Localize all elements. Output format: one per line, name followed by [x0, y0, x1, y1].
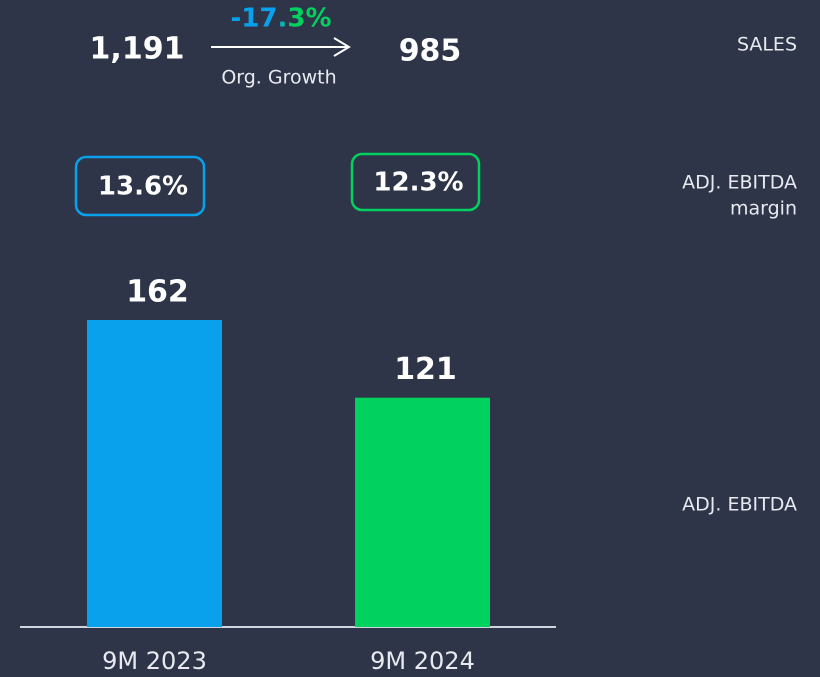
x-tick-label: 9M 2024: [370, 647, 475, 675]
bar: [355, 397, 490, 627]
growth: -17.3%: [231, 4, 332, 34]
margin-value: 12.3%: [373, 168, 463, 198]
margin-box: [74, 155, 206, 217]
x-tick-label: 9M 2023: [102, 647, 207, 675]
row-label: ADJ. EBITDA: [682, 172, 797, 194]
row-label: ADJ. EBITDA: [682, 494, 797, 516]
sales-value: 1,191: [90, 32, 185, 67]
margin-box: [350, 152, 481, 212]
arrow: [211, 37, 351, 57]
value-label: 162: [126, 275, 189, 310]
value-label: 121: [394, 352, 457, 387]
bar: [87, 320, 222, 627]
margin-value: 13.6%: [98, 172, 188, 202]
row-label: SALES: [737, 34, 797, 56]
row-label: margin: [730, 198, 797, 220]
sales-value: 985: [399, 34, 462, 69]
growth-caption: Org. Growth: [221, 67, 336, 89]
